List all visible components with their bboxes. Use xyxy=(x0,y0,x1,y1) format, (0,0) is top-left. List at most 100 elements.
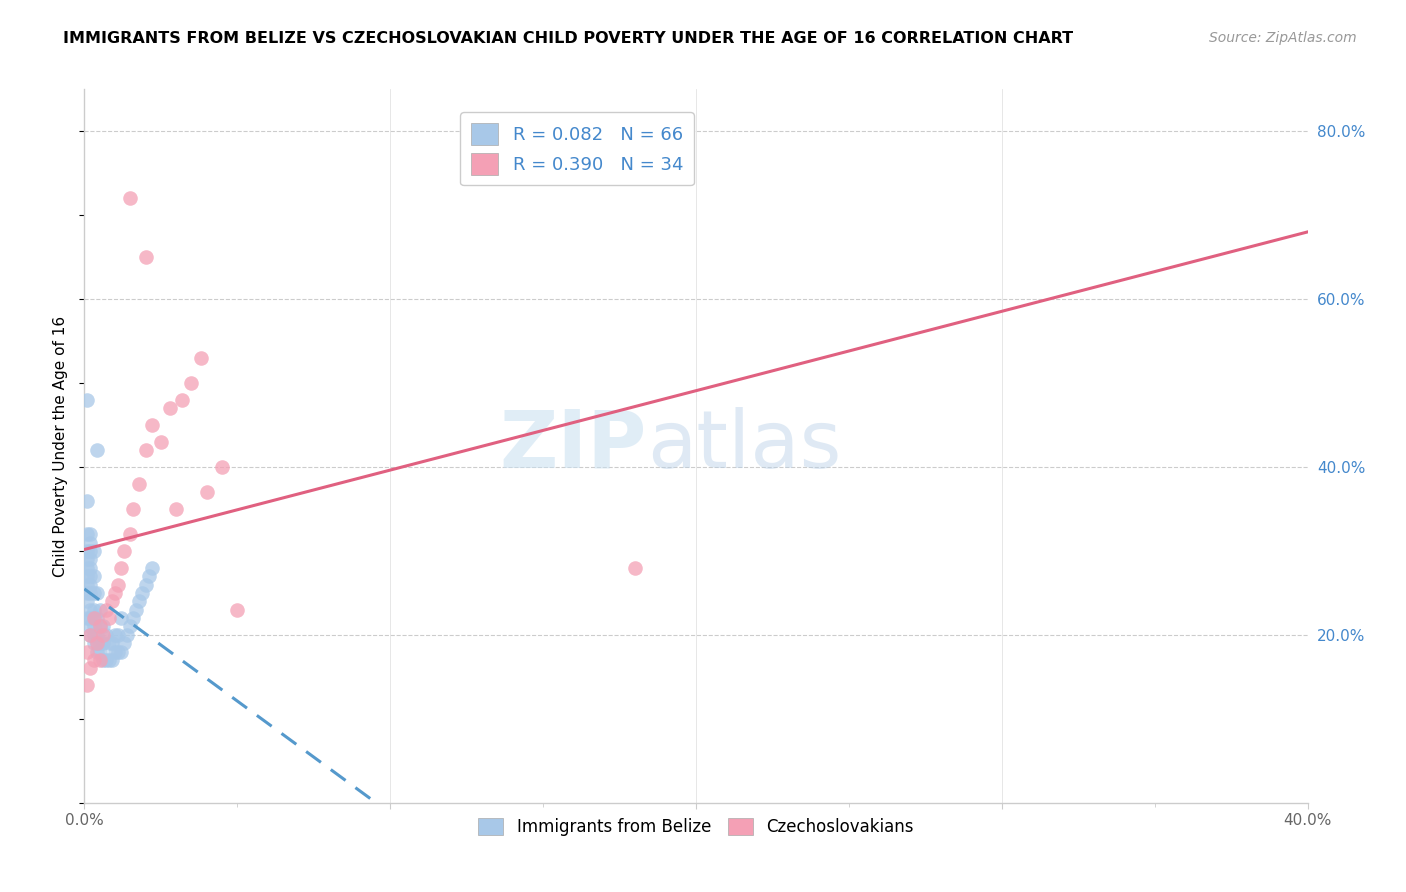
Point xyxy=(141,417,163,432)
Point xyxy=(79,619,101,633)
Point xyxy=(180,376,202,390)
Point xyxy=(91,628,114,642)
Point xyxy=(91,636,114,650)
Point xyxy=(122,611,145,625)
Point xyxy=(159,401,181,416)
Y-axis label: Child Poverty Under the Age of 16: Child Poverty Under the Age of 16 xyxy=(53,316,69,576)
Point xyxy=(122,502,145,516)
Point xyxy=(79,586,101,600)
Point xyxy=(91,619,114,633)
Point xyxy=(89,645,111,659)
Point xyxy=(79,535,101,549)
Point xyxy=(101,594,124,608)
Point xyxy=(86,636,108,650)
Point xyxy=(83,636,105,650)
Point xyxy=(101,636,124,650)
Point xyxy=(79,569,101,583)
Point xyxy=(79,577,101,591)
Point xyxy=(89,603,111,617)
Point xyxy=(79,628,101,642)
Point xyxy=(624,560,647,574)
Point xyxy=(141,560,163,574)
Point xyxy=(97,653,120,667)
Text: atlas: atlas xyxy=(647,407,841,485)
Point xyxy=(76,552,98,566)
Point xyxy=(172,392,194,407)
Point xyxy=(76,569,98,583)
Point xyxy=(76,577,98,591)
Point xyxy=(83,611,105,625)
Point xyxy=(76,527,98,541)
Point xyxy=(120,619,142,633)
Point xyxy=(149,434,172,449)
Point xyxy=(135,443,157,458)
Point xyxy=(76,392,98,407)
Point xyxy=(94,653,117,667)
Point xyxy=(94,628,117,642)
Point xyxy=(83,619,105,633)
Point xyxy=(97,636,120,650)
Point xyxy=(86,586,108,600)
Point xyxy=(104,645,127,659)
Point xyxy=(89,653,111,667)
Point xyxy=(104,628,127,642)
Point xyxy=(79,661,101,675)
Point xyxy=(112,636,135,650)
Point xyxy=(83,628,105,642)
Point xyxy=(76,560,98,574)
Point xyxy=(165,502,187,516)
Point xyxy=(79,560,101,574)
Point xyxy=(76,645,98,659)
Point xyxy=(89,636,111,650)
Point xyxy=(94,603,117,617)
Point xyxy=(110,645,132,659)
Point xyxy=(83,611,105,625)
Point xyxy=(138,569,160,583)
Point xyxy=(107,628,129,642)
Point xyxy=(135,250,157,264)
Point xyxy=(89,619,111,633)
Point xyxy=(128,476,150,491)
Point xyxy=(112,544,135,558)
Point xyxy=(104,586,127,600)
Point xyxy=(107,645,129,659)
Point xyxy=(120,191,142,205)
Point xyxy=(115,628,138,642)
Point xyxy=(83,569,105,583)
Point xyxy=(91,653,114,667)
Text: Source: ZipAtlas.com: Source: ZipAtlas.com xyxy=(1209,31,1357,45)
Point xyxy=(86,443,108,458)
Point xyxy=(79,544,101,558)
Point xyxy=(79,603,101,617)
Point xyxy=(83,653,105,667)
Point xyxy=(128,594,150,608)
Point xyxy=(125,603,148,617)
Point xyxy=(89,619,111,633)
Text: ZIP: ZIP xyxy=(499,407,647,485)
Point xyxy=(135,577,157,591)
Point xyxy=(76,493,98,508)
Point xyxy=(110,560,132,574)
Point xyxy=(86,611,108,625)
Point xyxy=(76,611,98,625)
Point xyxy=(120,527,142,541)
Point xyxy=(83,544,105,558)
Point xyxy=(101,653,124,667)
Point xyxy=(211,460,233,475)
Point xyxy=(76,586,98,600)
Point xyxy=(131,586,153,600)
Point xyxy=(79,628,101,642)
Point xyxy=(110,611,132,625)
Point xyxy=(83,586,105,600)
Point xyxy=(83,603,105,617)
Legend: Immigrants from Belize, Czechoslovakians: Immigrants from Belize, Czechoslovakians xyxy=(470,810,922,845)
Point xyxy=(97,611,120,625)
Point xyxy=(190,351,212,365)
Point xyxy=(86,628,108,642)
Point xyxy=(86,645,108,659)
Point xyxy=(76,544,98,558)
Point xyxy=(195,485,218,500)
Point xyxy=(79,611,101,625)
Point xyxy=(107,577,129,591)
Point xyxy=(86,636,108,650)
